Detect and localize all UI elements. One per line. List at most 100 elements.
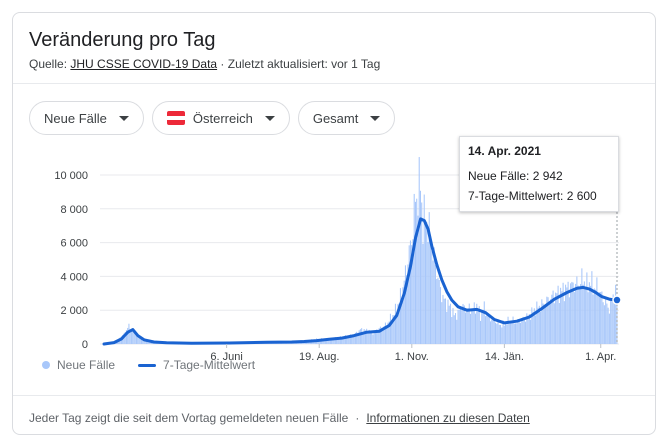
new-cases-bar: [441, 302, 443, 344]
new-cases-bar: [537, 307, 539, 344]
new-cases-bar: [137, 336, 139, 344]
new-cases-bar: [469, 313, 472, 344]
new-cases-bar: [448, 305, 450, 344]
new-cases-bar: [591, 271, 593, 344]
new-cases-bar: [135, 334, 137, 344]
new-cases-bar: [398, 303, 400, 344]
new-cases-bar: [518, 322, 520, 344]
new-cases-bar: [464, 312, 467, 344]
new-cases-bar: [510, 321, 512, 344]
new-cases-bar: [515, 323, 517, 344]
new-cases-bar: [546, 296, 548, 344]
new-cases-bar: [429, 244, 432, 344]
new-cases-bar: [536, 301, 538, 344]
new-cases-bar: [512, 316, 514, 344]
new-cases-bar: [501, 327, 503, 344]
new-cases-bar: [434, 265, 437, 344]
legend-line-label: 7-Tage-Mittelwert: [163, 358, 256, 372]
new-cases-bar: [558, 303, 560, 344]
new-cases-bar: [402, 287, 404, 344]
new-cases-bar: [337, 337, 339, 344]
new-cases-bar: [527, 315, 529, 344]
new-cases-bar: [581, 268, 583, 344]
new-cases-bar: [147, 341, 149, 344]
tooltip-cases: Neue Fälle: 2 942: [468, 169, 563, 183]
new-cases-bar: [570, 283, 572, 344]
new-cases-bar: [474, 313, 477, 344]
new-cases-bar: [530, 319, 532, 344]
new-cases-bar: [138, 338, 140, 344]
new-cases-bar: [374, 330, 376, 344]
new-cases-bar: [531, 307, 533, 344]
new-cases-bar: [607, 307, 609, 344]
new-cases-bar: [552, 290, 554, 344]
new-cases-bar: [571, 281, 573, 344]
source-prefix: Quelle:: [29, 57, 68, 71]
new-cases-bar: [134, 333, 136, 344]
x-tick-label: 1. Apr.: [585, 351, 616, 363]
range-dropdown-label: Gesamt: [312, 110, 359, 126]
new-cases-bar: [583, 281, 585, 344]
new-cases-bar: [601, 291, 603, 344]
new-cases-bar: [382, 328, 384, 344]
new-cases-bar: [344, 335, 346, 344]
hover-tooltip: 14. Apr. 2021 Neue Fälle: 2 942 7-Tage-M…: [459, 136, 619, 212]
new-cases-bar: [353, 335, 355, 344]
new-cases-bar: [129, 330, 131, 344]
range-dropdown[interactable]: Gesamt: [297, 101, 396, 135]
new-cases-bar: [418, 157, 420, 344]
new-cases-bar: [587, 292, 589, 344]
legend-bars-swatch: [42, 361, 50, 369]
new-cases-bar: [423, 194, 425, 344]
new-cases-bar: [421, 202, 423, 344]
new-cases-bar: [580, 284, 582, 344]
new-cases-bar: [145, 341, 147, 344]
new-cases-bar: [331, 338, 333, 344]
metric-dropdown[interactable]: Neue Fälle: [29, 101, 144, 135]
footer: Jeder Tag zeigt die seit dem Vortag geme…: [29, 411, 530, 425]
new-cases-bar: [327, 339, 329, 344]
new-cases-bar: [347, 336, 349, 344]
new-cases-bar: [397, 304, 399, 344]
new-cases-bar: [424, 224, 427, 344]
new-cases-bar: [560, 287, 562, 344]
new-cases-bar: [341, 337, 343, 344]
source-link[interactable]: JHU CSSE COVID-19 Data: [70, 57, 218, 71]
new-cases-bar: [525, 321, 527, 344]
new-cases-bar: [582, 284, 584, 344]
new-cases-bar: [389, 313, 391, 344]
chevron-down-icon: [118, 115, 129, 121]
country-dropdown[interactable]: Österreich: [151, 101, 290, 135]
new-cases-bar: [377, 331, 379, 344]
data-info-link[interactable]: Informationen zu diesen Daten: [366, 411, 530, 425]
new-cases-bar: [144, 341, 146, 344]
new-cases-bar: [597, 293, 599, 344]
new-cases-bar: [326, 338, 328, 344]
new-cases-bar: [543, 304, 545, 344]
new-cases-bar: [128, 323, 130, 344]
new-cases-bar: [563, 301, 565, 344]
new-cases-bar: [523, 317, 525, 344]
new-cases-bar: [142, 340, 144, 344]
new-cases-bar: [532, 311, 534, 344]
new-cases-bar: [505, 322, 507, 344]
new-cases-bar: [615, 284, 617, 344]
new-cases-bar: [550, 299, 552, 344]
new-cases-bar: [606, 303, 608, 344]
new-cases-bar: [596, 277, 598, 344]
new-cases-bar: [339, 336, 341, 344]
new-cases-bar: [462, 303, 464, 344]
covid-chart-card: Veränderung pro Tag Quelle: JHU CSSE COV…: [12, 12, 656, 435]
new-cases-bar: [414, 201, 416, 344]
new-cases-bar: [123, 333, 125, 344]
new-cases-bar: [422, 243, 424, 344]
new-cases-bar: [555, 292, 557, 344]
new-cases-bar: [608, 313, 610, 344]
new-cases-bar: [488, 315, 490, 344]
new-cases-bar: [542, 303, 544, 344]
new-cases-bar: [449, 303, 452, 344]
new-cases-bar: [506, 324, 508, 344]
new-cases-bar: [439, 287, 442, 344]
new-cases-bar: [349, 334, 351, 344]
